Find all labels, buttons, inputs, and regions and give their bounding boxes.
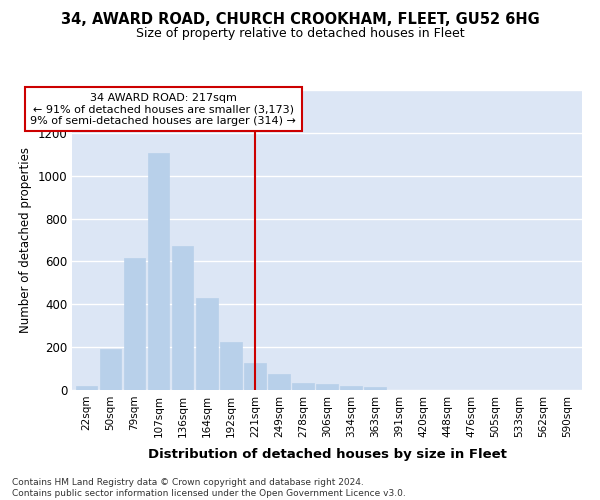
Bar [172, 246, 193, 390]
Bar [124, 258, 145, 390]
Bar [340, 386, 362, 390]
Text: 34, AWARD ROAD, CHURCH CROOKHAM, FLEET, GU52 6HG: 34, AWARD ROAD, CHURCH CROOKHAM, FLEET, … [61, 12, 539, 28]
Bar [76, 386, 97, 390]
Bar [316, 384, 338, 390]
Bar [244, 362, 266, 390]
Bar [268, 374, 290, 390]
Bar [220, 342, 242, 390]
Bar [148, 152, 169, 390]
Text: Size of property relative to detached houses in Fleet: Size of property relative to detached ho… [136, 28, 464, 40]
Bar [100, 348, 121, 390]
Bar [292, 382, 314, 390]
X-axis label: Distribution of detached houses by size in Fleet: Distribution of detached houses by size … [148, 448, 506, 461]
Y-axis label: Number of detached properties: Number of detached properties [19, 147, 32, 333]
Bar [196, 298, 218, 390]
Text: 34 AWARD ROAD: 217sqm
← 91% of detached houses are smaller (3,173)
9% of semi-de: 34 AWARD ROAD: 217sqm ← 91% of detached … [31, 92, 296, 126]
Text: Contains HM Land Registry data © Crown copyright and database right 2024.
Contai: Contains HM Land Registry data © Crown c… [12, 478, 406, 498]
Bar [364, 388, 386, 390]
